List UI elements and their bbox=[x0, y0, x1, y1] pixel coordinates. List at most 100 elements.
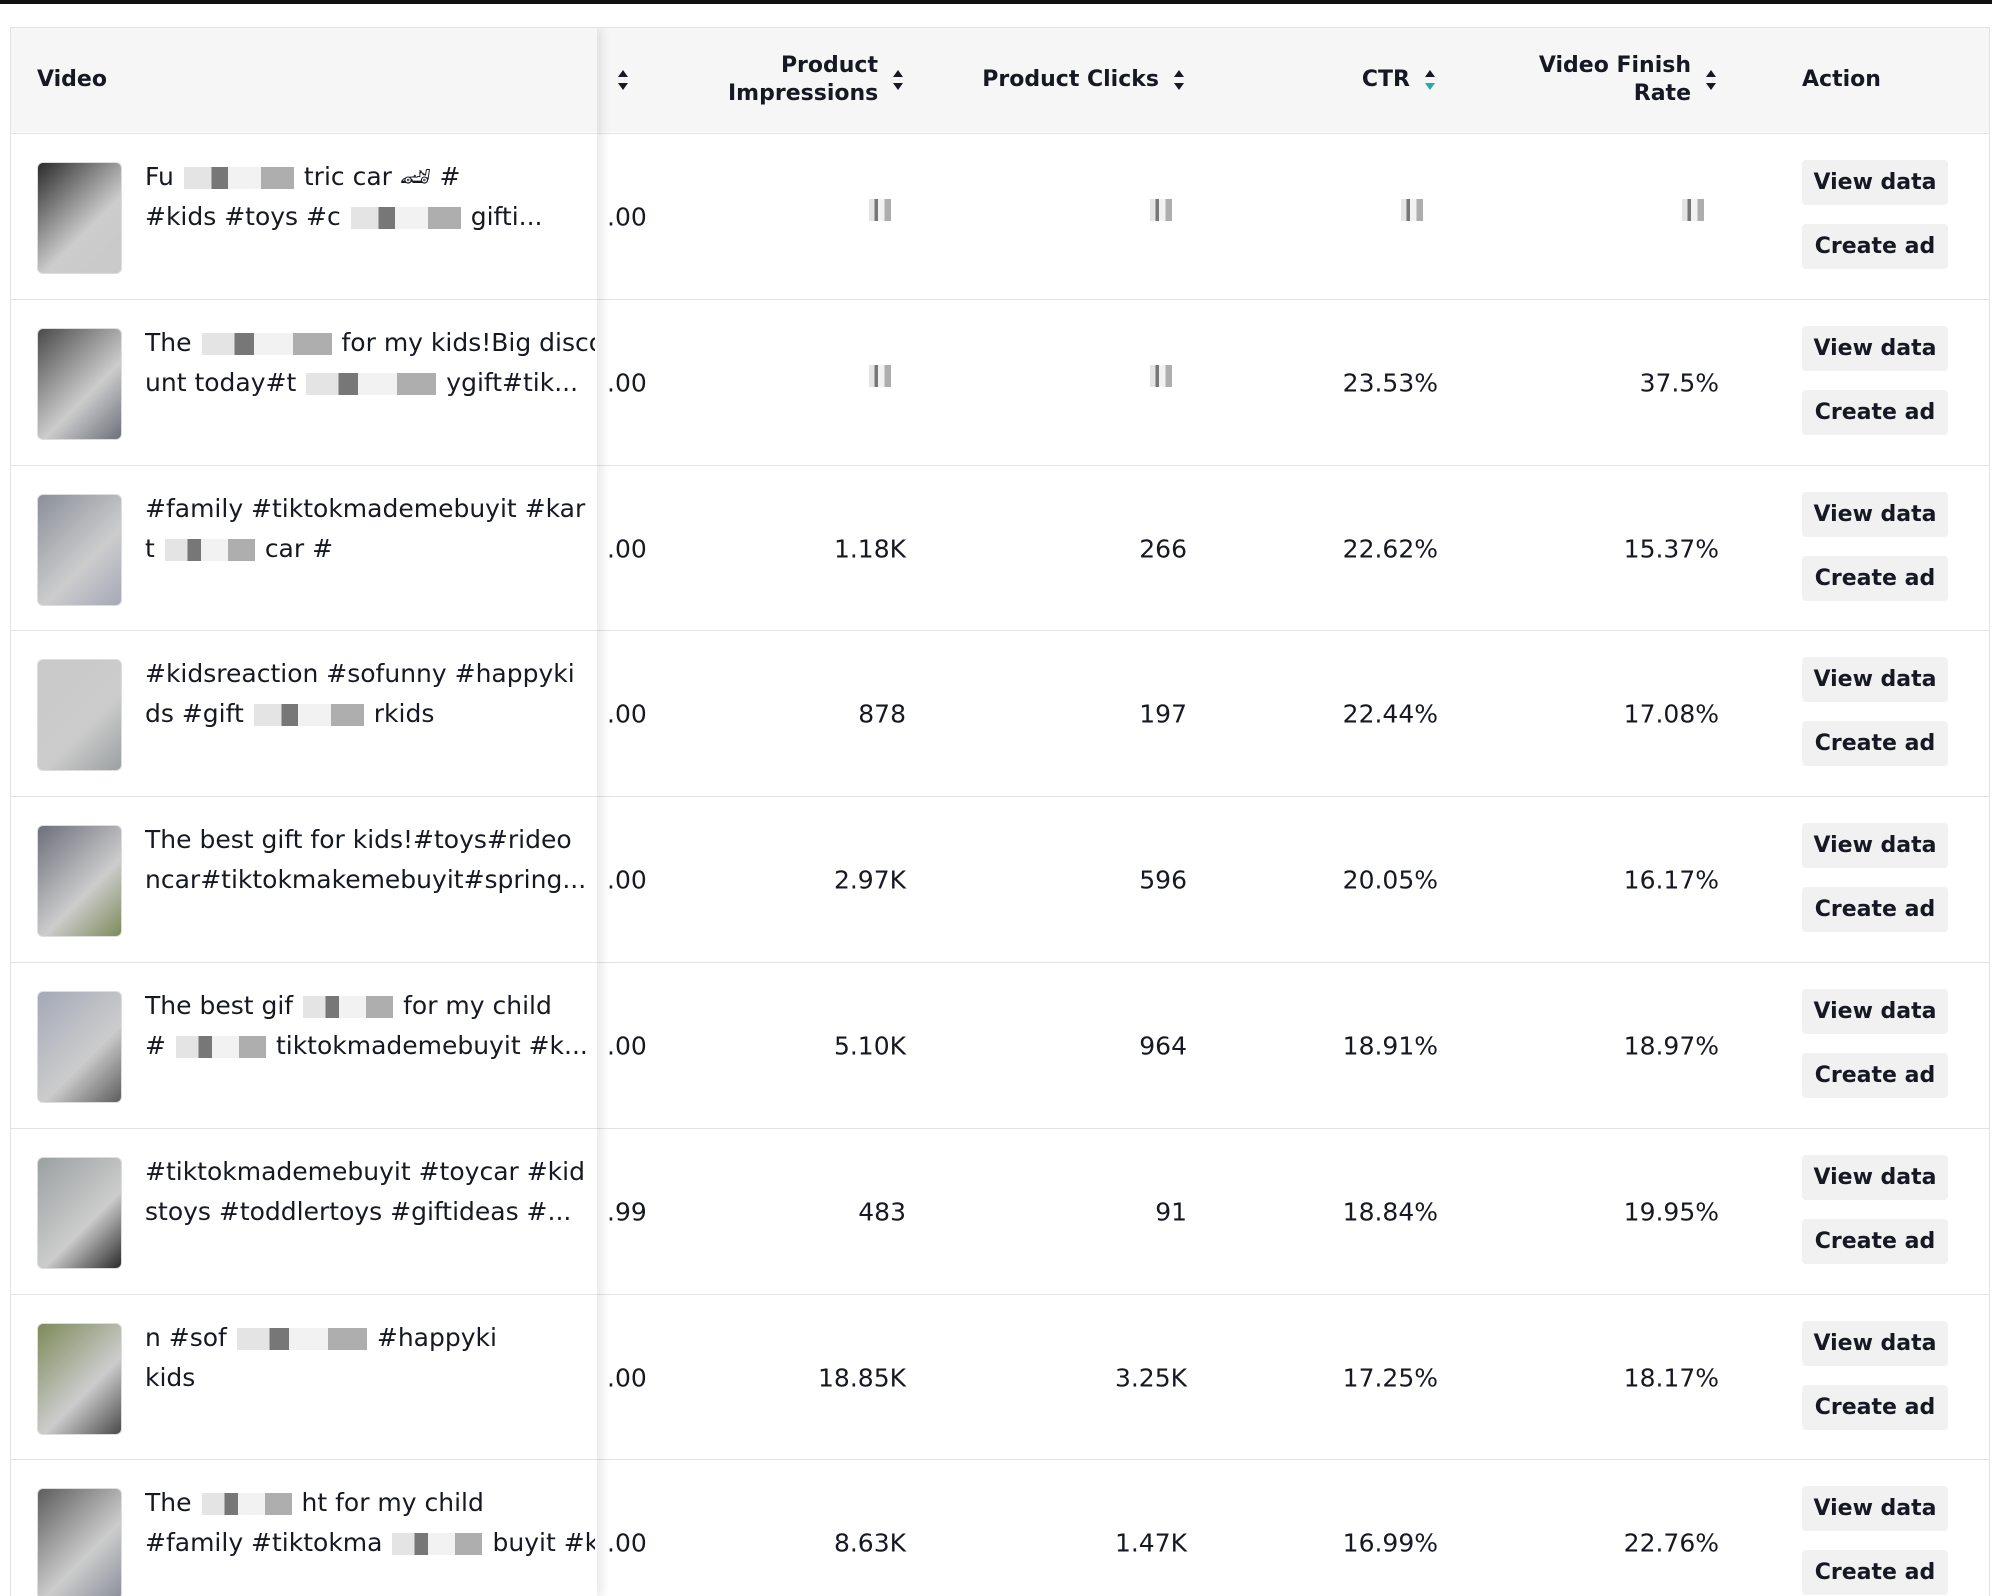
video-thumbnail bbox=[37, 659, 122, 772]
finish-value: 17.08% bbox=[1623, 699, 1719, 729]
pixelated-block bbox=[236, 1327, 367, 1350]
sort-icon[interactable] bbox=[1705, 67, 1717, 93]
caption-text: kids bbox=[145, 1362, 196, 1392]
caption-text: #family #tiktokma bbox=[145, 1528, 383, 1558]
video-caption-line: ds #gift rkids bbox=[145, 694, 595, 734]
caption-text: buyit #k... bbox=[492, 1528, 595, 1558]
caption-text: unt today#t bbox=[145, 367, 297, 397]
sort-icon[interactable] bbox=[892, 67, 904, 93]
cut-column-value: .00 bbox=[607, 865, 647, 895]
finish-value: 18.17% bbox=[1623, 1363, 1719, 1393]
table-row: The best gif for my child # tiktokmademebuy… bbox=[11, 962, 1989, 1129]
video-caption-line: # tiktokmademebuyit #k... bbox=[145, 1026, 595, 1066]
video-thumbnail bbox=[37, 1156, 122, 1269]
table-header: Video Product Impressions Product Clicks CT… bbox=[11, 28, 1989, 132]
caption-text: tric car 🏎 # bbox=[303, 162, 461, 191]
ctr-value: 17.25% bbox=[1342, 1363, 1438, 1393]
table-row: #family #tiktokmademebuyit #kar t car # .00… bbox=[11, 464, 1989, 632]
view-data-button[interactable]: View data bbox=[1802, 823, 1948, 869]
pixelated-block bbox=[869, 364, 891, 387]
caption-text: car # bbox=[264, 533, 334, 563]
video-thumbnail bbox=[37, 1322, 122, 1435]
header-ctr: CTR bbox=[1361, 67, 1410, 92]
impressions-value: 8.63K bbox=[833, 1528, 906, 1558]
table-row: Fu tric car 🏎 # #kids #toys #c gifti... .00 V… bbox=[11, 133, 1989, 300]
cut-column-value: .00 bbox=[607, 534, 647, 564]
view-data-button[interactable]: View data bbox=[1802, 325, 1948, 371]
caption-text: tiktokmademebuyit #k... bbox=[275, 1031, 588, 1060]
view-data-button[interactable]: View data bbox=[1802, 1486, 1948, 1532]
create-ad-button[interactable]: Create ad bbox=[1802, 721, 1948, 767]
sort-icon[interactable] bbox=[1173, 67, 1185, 93]
caption-text: ygift#tik... bbox=[446, 367, 579, 397]
header-action: Action bbox=[1802, 67, 1881, 92]
video-caption-line: t car # bbox=[145, 529, 595, 569]
caption-text: The bbox=[145, 327, 192, 357]
clicks-value: 1.47K bbox=[1114, 1528, 1187, 1558]
caption-text: The best gift for kids!#toys#rideo bbox=[145, 825, 572, 855]
clicks-value: 3.25K bbox=[1114, 1363, 1187, 1393]
clicks-value: 91 bbox=[1155, 1197, 1187, 1227]
view-data-button[interactable]: View data bbox=[1802, 491, 1948, 537]
caption-text: The bbox=[145, 1488, 192, 1518]
top-bar bbox=[0, 0, 1992, 4]
view-data-button[interactable]: View data bbox=[1802, 1154, 1948, 1200]
caption-text: #happyki bbox=[376, 1322, 497, 1352]
video-caption-line: #kidsreaction #sofunny #happyki bbox=[145, 654, 595, 694]
video-caption-line: kids bbox=[145, 1358, 595, 1398]
data-table: Video Product Impressions Product Clicks CT… bbox=[10, 27, 1990, 1596]
video-caption-line: unt today#t ygift#tik... bbox=[145, 363, 595, 403]
ctr-value: 20.05% bbox=[1342, 865, 1438, 895]
create-ad-button[interactable]: Create ad bbox=[1802, 1053, 1948, 1098]
video-caption-line: The ht for my child bbox=[145, 1483, 595, 1523]
view-data-button[interactable]: View data bbox=[1802, 657, 1948, 703]
caption-text: for my child bbox=[403, 991, 552, 1020]
cut-column-value: .00 bbox=[607, 1363, 647, 1393]
finish-value: 37.5% bbox=[1639, 368, 1719, 398]
header-impressions: Product Impressions bbox=[728, 53, 879, 106]
pixelated-block bbox=[183, 167, 294, 189]
video-caption-line: stoys #toddlertoys #giftideas #... bbox=[145, 1192, 595, 1232]
sort-icon[interactable] bbox=[1424, 67, 1436, 93]
caption-text: The best gif bbox=[145, 991, 294, 1020]
video-thumbnail bbox=[37, 493, 122, 606]
sort-icon[interactable] bbox=[617, 67, 629, 93]
create-ad-button[interactable]: Create ad bbox=[1802, 389, 1948, 435]
video-thumbnail bbox=[37, 327, 122, 440]
table-row: #tiktokmademebuyit #toycar #kid stoys #to… bbox=[11, 1127, 1989, 1295]
table-row: The for my kids!Big disco unt today#t ygift… bbox=[11, 298, 1989, 466]
impressions-value: 5.10K bbox=[833, 1031, 906, 1061]
video-caption-line: ncar#tiktokmakemebuyit#spring... bbox=[145, 860, 595, 900]
caption-text: gifti... bbox=[470, 202, 543, 231]
pixelated-block bbox=[303, 996, 394, 1018]
video-caption-line: The for my kids!Big disco bbox=[145, 323, 595, 363]
create-ad-button[interactable]: Create ad bbox=[1802, 555, 1948, 601]
create-ad-button[interactable]: Create ad bbox=[1802, 1218, 1948, 1264]
finish-value: 18.97% bbox=[1623, 1031, 1719, 1061]
pixelated-block bbox=[1150, 364, 1172, 387]
view-data-button[interactable]: View data bbox=[1802, 1320, 1948, 1366]
view-data-button[interactable]: View data bbox=[1802, 989, 1948, 1034]
ctr-value: 23.53% bbox=[1342, 368, 1438, 398]
create-ad-button[interactable]: Create ad bbox=[1802, 1550, 1948, 1596]
table-row: n #sof #happyki kids .00 18.85K 3.25K 17.25% 18… bbox=[11, 1293, 1989, 1461]
video-caption-line: #kids #toys #c gifti... bbox=[145, 197, 595, 237]
caption-text: ncar#tiktokmakemebuyit#spring... bbox=[145, 865, 587, 895]
cut-column-value: .99 bbox=[607, 1197, 647, 1227]
create-ad-button[interactable]: Create ad bbox=[1802, 1384, 1948, 1430]
video-caption-line: n #sof #happyki bbox=[145, 1318, 595, 1358]
video-thumbnail bbox=[37, 991, 122, 1103]
video-thumbnail bbox=[37, 825, 122, 938]
pixelated-block bbox=[1682, 199, 1704, 221]
cut-column-value: .00 bbox=[607, 1031, 647, 1061]
header-video: Video bbox=[37, 67, 107, 92]
create-ad-button[interactable]: Create ad bbox=[1802, 224, 1948, 269]
impressions-value: 878 bbox=[858, 699, 906, 729]
view-data-button[interactable]: View data bbox=[1802, 160, 1948, 205]
ctr-value: 18.84% bbox=[1342, 1197, 1438, 1227]
impressions-value: 1.18K bbox=[833, 534, 906, 564]
caption-text: #tiktokmademebuyit #toycar #kid bbox=[145, 1156, 585, 1186]
table-row: #kidsreaction #sofunny #happyki ds #gift r… bbox=[11, 630, 1989, 798]
create-ad-button[interactable]: Create ad bbox=[1802, 887, 1948, 933]
